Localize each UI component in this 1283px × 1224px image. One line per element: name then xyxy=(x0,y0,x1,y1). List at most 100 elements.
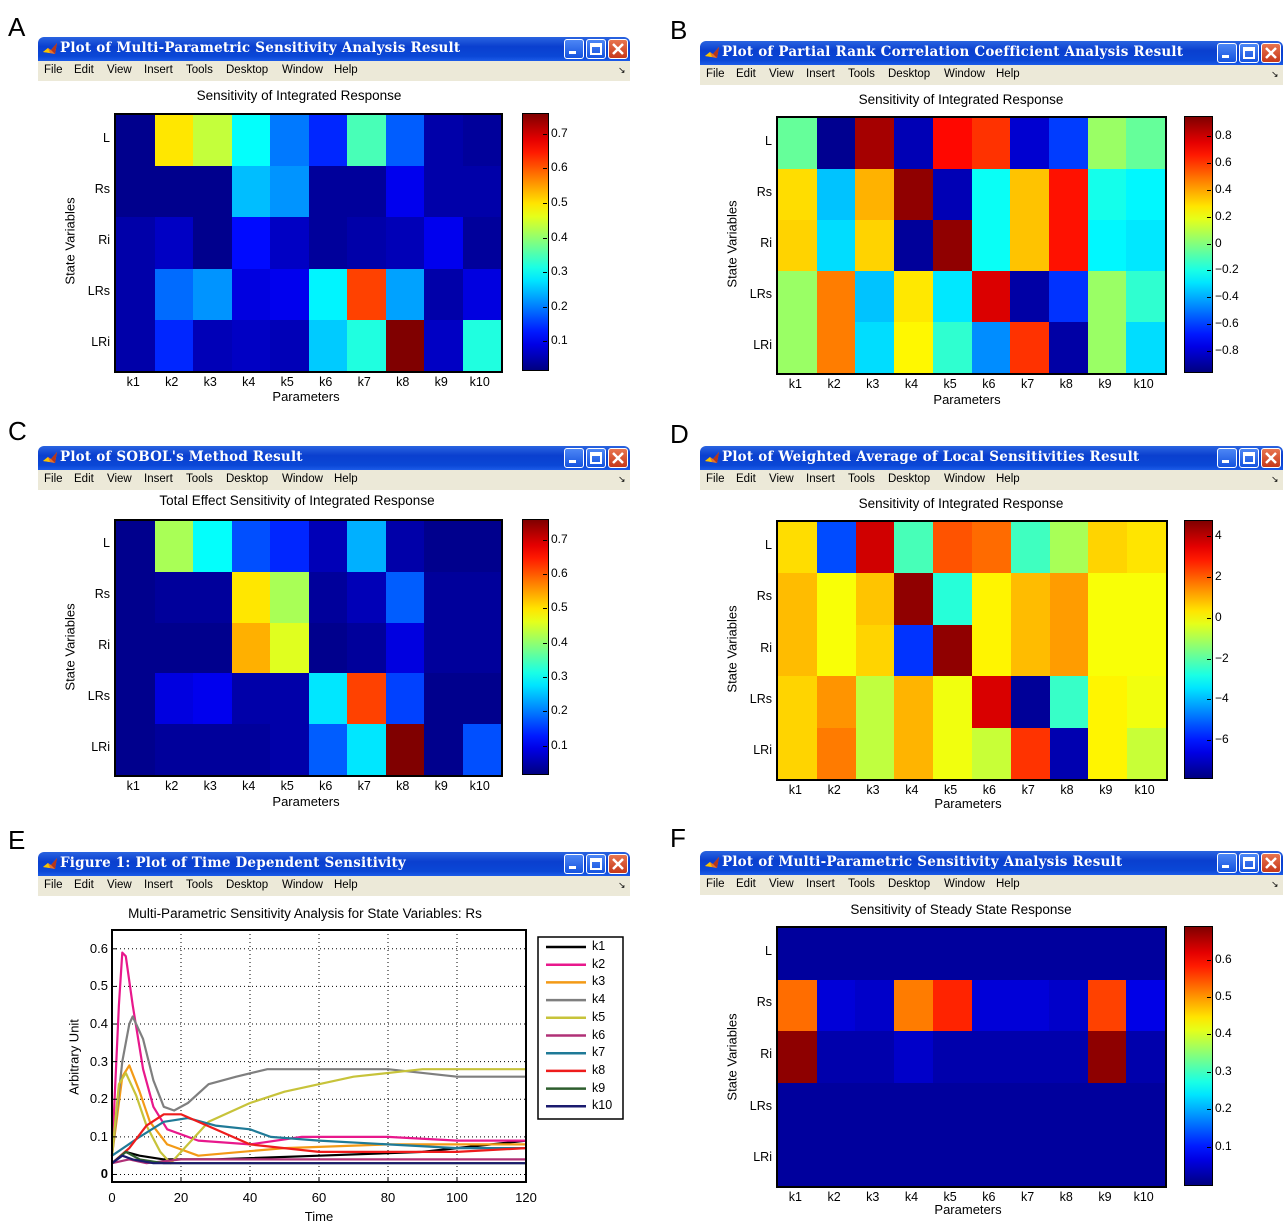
y-tick-label: Rs xyxy=(756,184,772,199)
menu-view[interactable]: View xyxy=(107,879,132,891)
minimize-button[interactable] xyxy=(564,448,584,468)
colorbar-tick-label: −4 xyxy=(1215,691,1229,706)
x-tick-label: 120 xyxy=(515,1190,537,1205)
menu-file[interactable]: File xyxy=(706,68,725,80)
close-button[interactable] xyxy=(608,39,628,59)
heatmap-cell xyxy=(1127,727,1166,779)
menu-view[interactable]: View xyxy=(769,878,794,890)
heatmap-cell xyxy=(1126,322,1165,373)
title-bar[interactable]: Plot of Multi-Parametric Sensitivity Ana… xyxy=(700,851,1283,875)
menu-insert[interactable]: Insert xyxy=(144,64,173,76)
heatmap-cell xyxy=(116,166,156,218)
menu-help[interactable]: Help xyxy=(996,473,1020,485)
menu-tools[interactable]: Tools xyxy=(848,878,875,890)
maximize-button[interactable] xyxy=(586,39,606,59)
menu-overflow-icon[interactable]: ↘ xyxy=(618,880,626,890)
menu-insert[interactable]: Insert xyxy=(806,473,835,485)
menu-window[interactable]: Window xyxy=(944,878,985,890)
close-button[interactable] xyxy=(1261,853,1281,873)
y-tick-label: Rs xyxy=(756,589,772,604)
menu-edit[interactable]: Edit xyxy=(736,68,756,80)
menu-overflow-icon[interactable]: ↘ xyxy=(1271,879,1279,889)
heatmap-cell xyxy=(778,727,818,779)
maximize-button[interactable] xyxy=(1239,853,1259,873)
menu-insert[interactable]: Insert xyxy=(144,473,173,485)
y-axis-label: State Variables xyxy=(62,197,78,285)
menu-view[interactable]: View xyxy=(769,473,794,485)
menu-help[interactable]: Help xyxy=(334,64,358,76)
menu-help[interactable]: Help xyxy=(334,879,358,891)
menu-desktop[interactable]: Desktop xyxy=(226,879,269,891)
title-bar[interactable]: Plot of Multi-Parametric Sensitivity Ana… xyxy=(38,37,630,61)
menu-desktop[interactable]: Desktop xyxy=(888,473,931,485)
x-axis-label: Parameters xyxy=(272,794,340,809)
colorbar-tick-label: 2 xyxy=(1215,569,1222,584)
menu-edit[interactable]: Edit xyxy=(74,473,94,485)
chart-title: Sensitivity of Integrated Response xyxy=(196,88,402,103)
menu-edit[interactable]: Edit xyxy=(736,473,756,485)
minimize-button[interactable] xyxy=(1217,43,1237,63)
menu-edit[interactable]: Edit xyxy=(736,878,756,890)
menu-desktop[interactable]: Desktop xyxy=(888,68,931,80)
menu-desktop[interactable]: Desktop xyxy=(888,878,931,890)
title-bar[interactable]: Plot of SOBOL's Method Result xyxy=(38,446,630,470)
menu-insert[interactable]: Insert xyxy=(806,68,835,80)
menu-help[interactable]: Help xyxy=(334,473,358,485)
maximize-button[interactable] xyxy=(586,854,606,874)
maximize-button[interactable] xyxy=(586,448,606,468)
menu-help[interactable]: Help xyxy=(996,878,1020,890)
x-tick-label: k5 xyxy=(280,375,294,389)
maximize-button[interactable] xyxy=(1239,43,1259,63)
menu-overflow-icon[interactable]: ↘ xyxy=(618,65,626,75)
x-axis-label: Time xyxy=(304,1209,334,1224)
menu-tools[interactable]: Tools xyxy=(848,473,875,485)
menu-view[interactable]: View xyxy=(769,68,794,80)
colorbar-tick-label: 0.5 xyxy=(551,194,568,209)
menu-desktop[interactable]: Desktop xyxy=(226,64,269,76)
heatmap-grid xyxy=(776,116,1167,375)
minimize-button[interactable] xyxy=(564,854,584,874)
close-button[interactable] xyxy=(1261,43,1281,63)
menu-window[interactable]: Window xyxy=(282,64,323,76)
menu-edit[interactable]: Edit xyxy=(74,879,94,891)
menu-file[interactable]: File xyxy=(706,878,725,890)
close-button[interactable] xyxy=(608,448,628,468)
menu-file[interactable]: File xyxy=(44,64,63,76)
menu-tools[interactable]: Tools xyxy=(186,879,213,891)
menu-overflow-icon[interactable]: ↘ xyxy=(1271,69,1279,79)
minimize-button[interactable] xyxy=(564,39,584,59)
title-bar[interactable]: Plot of Partial Rank Correlation Coeffic… xyxy=(700,41,1283,65)
y-tick-label: Ri xyxy=(760,1047,772,1061)
menu-file[interactable]: File xyxy=(44,473,63,485)
menu-insert[interactable]: Insert xyxy=(806,878,835,890)
menu-tools[interactable]: Tools xyxy=(848,68,875,80)
menu-edit[interactable]: Edit xyxy=(74,64,94,76)
menu-desktop[interactable]: Desktop xyxy=(226,473,269,485)
maximize-button[interactable] xyxy=(1239,448,1259,468)
menu-bar: File Edit View Insert Tools Desktop Window Help… xyxy=(38,61,630,81)
title-bar[interactable]: Figure 1: Plot of Time Dependent Sensiti… xyxy=(38,852,630,876)
y-axis-label: State Variables xyxy=(724,200,740,288)
x-tick-label: 60 xyxy=(311,1190,327,1205)
menu-overflow-icon[interactable]: ↘ xyxy=(618,474,626,484)
menu-overflow-icon[interactable]: ↘ xyxy=(1271,474,1279,484)
menu-window[interactable]: Window xyxy=(944,68,985,80)
title-bar[interactable]: Plot of Weighted Average of Local Sensit… xyxy=(700,446,1283,470)
menu-file[interactable]: File xyxy=(706,473,725,485)
menu-tools[interactable]: Tools xyxy=(186,64,213,76)
menu-view[interactable]: View xyxy=(107,64,132,76)
minimize-button[interactable] xyxy=(1217,448,1237,468)
menu-help[interactable]: Help xyxy=(996,68,1020,80)
minimize-button[interactable] xyxy=(1217,853,1237,873)
menu-window[interactable]: Window xyxy=(282,473,323,485)
menu-insert[interactable]: Insert xyxy=(144,879,173,891)
menu-window[interactable]: Window xyxy=(944,473,985,485)
menu-view[interactable]: View xyxy=(107,473,132,485)
menu-tools[interactable]: Tools xyxy=(186,473,213,485)
menu-file[interactable]: File xyxy=(44,879,63,891)
heatmap-cell xyxy=(1126,928,1165,981)
x-tick-label: k1 xyxy=(126,779,140,793)
close-button[interactable] xyxy=(608,854,628,874)
menu-window[interactable]: Window xyxy=(282,879,323,891)
close-button[interactable] xyxy=(1261,448,1281,468)
